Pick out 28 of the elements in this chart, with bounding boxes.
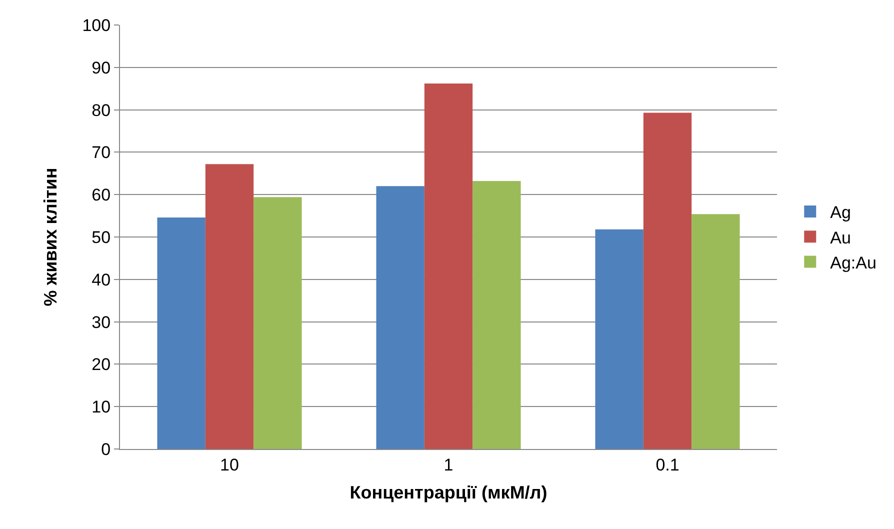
- x-tick-label: 0.1: [656, 455, 680, 474]
- bar: [424, 84, 473, 449]
- bar: [254, 197, 302, 449]
- legend-label: Ag:Au: [830, 253, 876, 272]
- bar: [692, 214, 740, 449]
- y-tick-label: 0: [101, 440, 111, 459]
- legend-label: Ag: [830, 203, 851, 222]
- y-axis-title: % живих клітин: [40, 168, 60, 306]
- bar: [205, 164, 254, 449]
- y-tick-label: 30: [92, 312, 111, 332]
- bar: [595, 229, 644, 449]
- y-tick-label: 40: [92, 270, 111, 290]
- y-tick-label: 70: [92, 143, 111, 162]
- bar: [472, 181, 521, 449]
- y-tick-label: 60: [92, 186, 111, 205]
- y-tick-label: 10: [92, 398, 111, 417]
- bar: [157, 218, 206, 449]
- y-tick-label: 80: [92, 100, 111, 120]
- legend-label: Au: [830, 228, 851, 248]
- y-tick-label: 20: [92, 355, 111, 374]
- y-tick-label: 90: [92, 58, 111, 78]
- y-tick-label: 100: [82, 16, 111, 35]
- y-tick-label: 50: [92, 228, 111, 247]
- x-axis-title: Концентрарції (мкМ/л): [350, 482, 548, 502]
- bar: [376, 186, 424, 449]
- x-tick-label: 10: [220, 455, 239, 474]
- bar: [643, 112, 692, 449]
- x-tick-label: 1: [444, 455, 454, 474]
